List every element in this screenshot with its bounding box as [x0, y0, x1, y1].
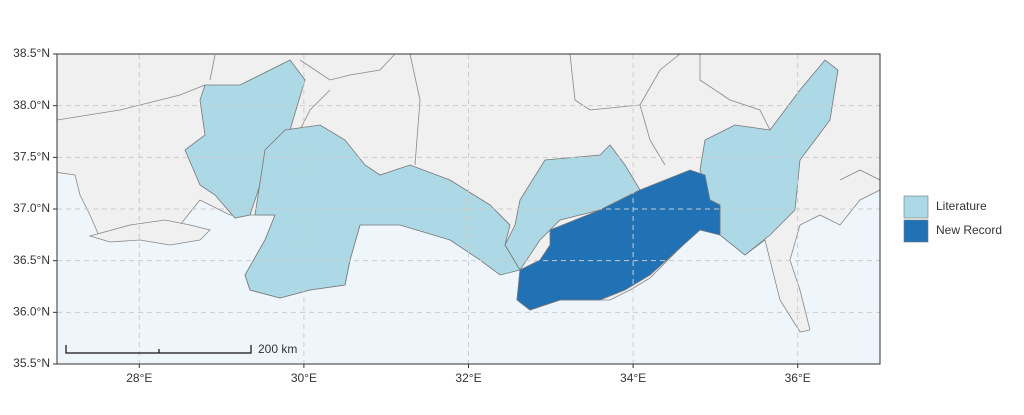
province-literature	[244, 124, 521, 299]
province-literature	[184, 59, 306, 219]
legend-swatch	[903, 195, 929, 219]
x-tick-label: 32°E	[455, 371, 481, 385]
x-tick-label: 36°E	[785, 371, 811, 385]
y-tick-label: 38.5°N	[13, 46, 50, 60]
x-tick-label: 28°E	[126, 371, 152, 385]
y-tick-label: 38.0°N	[13, 98, 50, 112]
scale-label: 200 km	[258, 342, 297, 356]
legend-label: Literature	[936, 199, 987, 213]
y-tick-label: 36.0°N	[13, 305, 50, 319]
x-tick-label: 34°E	[620, 371, 646, 385]
scale-bar	[65, 345, 252, 354]
y-tick-label: 37.0°N	[13, 201, 50, 215]
y-tick-label: 37.5°N	[13, 150, 50, 164]
province-new-record	[516, 169, 721, 311]
x-tick-label: 30°E	[291, 371, 317, 385]
borders	[57, 54, 880, 181]
peninsula	[88, 219, 211, 246]
y-tick-label: 35.5°N	[13, 356, 50, 370]
legend-label: New Record	[936, 223, 1002, 237]
y-tick-label: 36.5°N	[13, 253, 50, 267]
legend-swatch	[903, 219, 929, 243]
